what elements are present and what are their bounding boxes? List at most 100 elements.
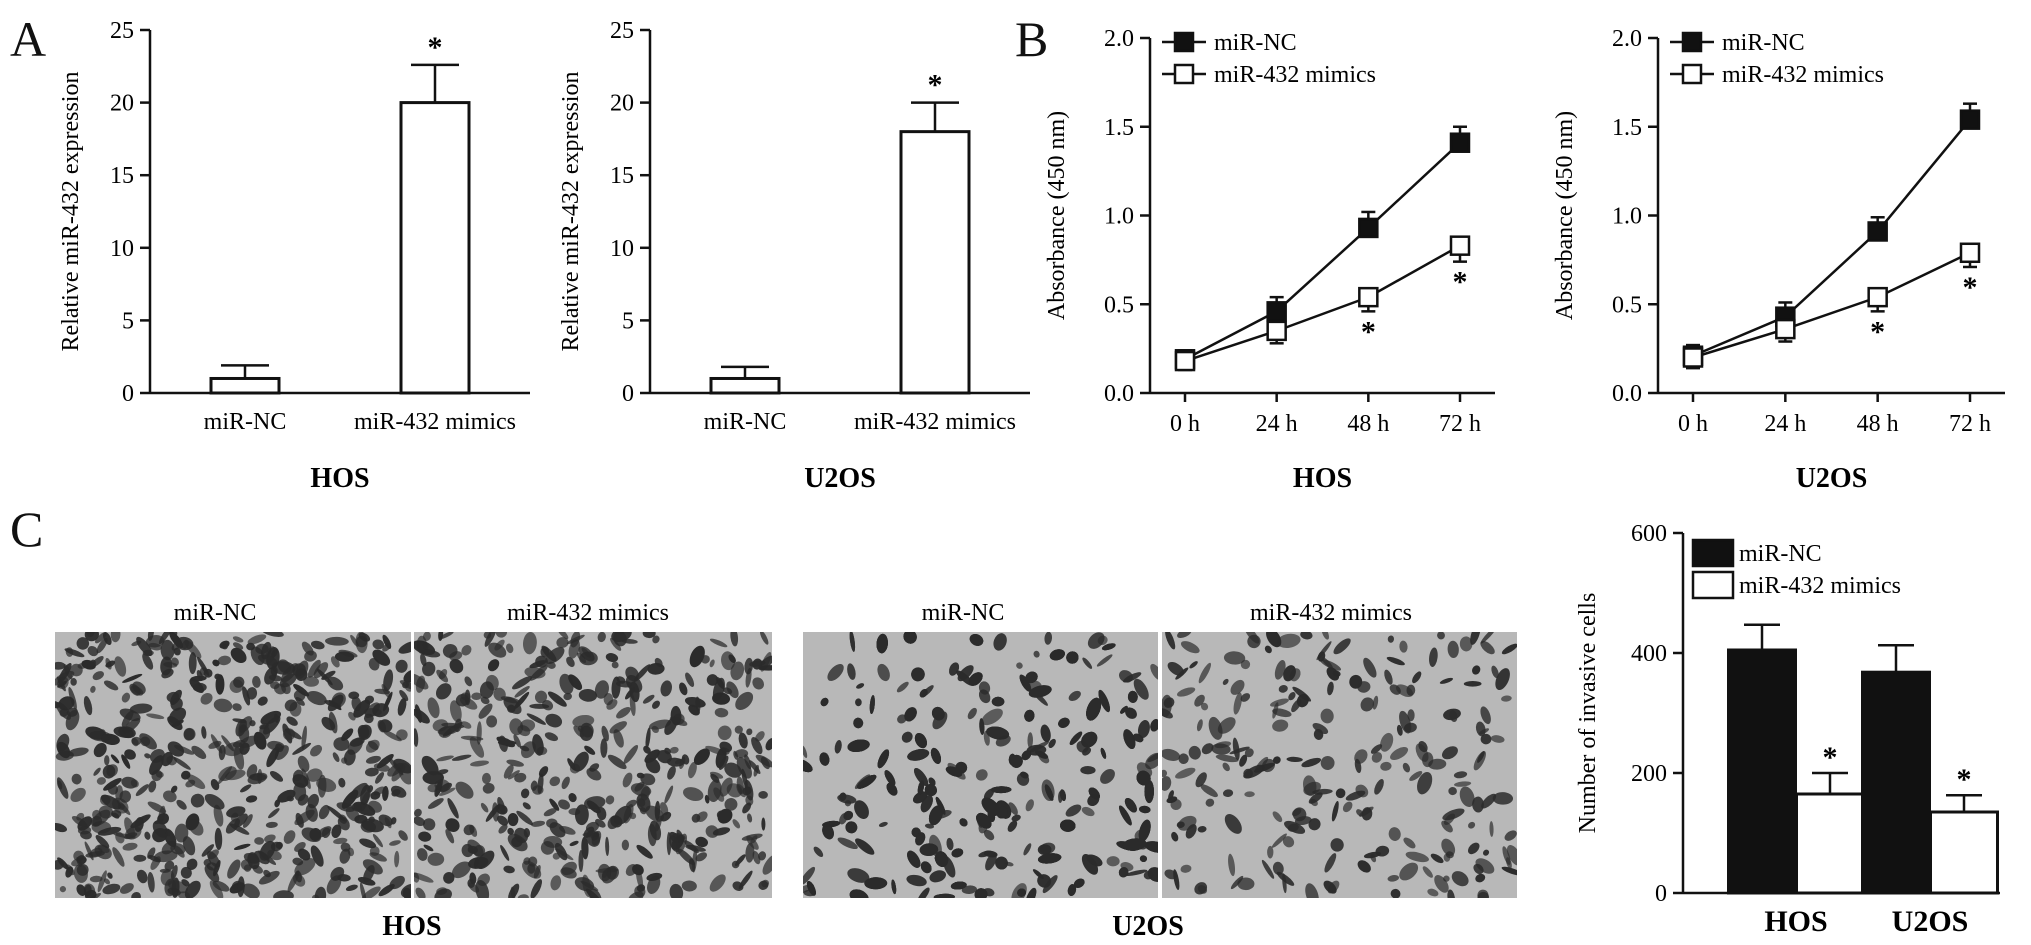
b2-x-tick-label: 24 h xyxy=(1764,411,1806,437)
b1-x-tick-label: 0 h xyxy=(1170,411,1200,437)
b1-data-point xyxy=(1449,132,1471,153)
b1-x-tick-label: 72 h xyxy=(1439,411,1481,437)
micrograph-hos-mir-432-mimics xyxy=(414,632,772,898)
panel-label-c: C xyxy=(10,501,44,557)
b1-y-tick-label: 2.0 xyxy=(1104,26,1134,52)
c-significance-mark: * xyxy=(1957,763,1972,796)
a2-y-tick-label: 15 xyxy=(610,163,634,189)
b1-data-point xyxy=(1266,301,1287,322)
a1-cell-line-label: HOS xyxy=(310,463,369,494)
a1-x-tick-label: miR-432 mimics xyxy=(354,409,516,435)
a1-bar xyxy=(209,376,281,395)
micrograph-hos-left-label: miR-NC xyxy=(174,600,257,626)
b2-legend-marker xyxy=(1681,63,1703,85)
b2-x-tick-label: 0 h xyxy=(1678,411,1708,437)
b2-y-tick-label: 0.5 xyxy=(1612,292,1642,318)
b2-legend-marker xyxy=(1681,31,1703,53)
c-legend-swatch xyxy=(1691,570,1735,600)
b1-data-point xyxy=(1174,350,1196,372)
b1-y-tick-label: 1.5 xyxy=(1104,115,1134,141)
a2-y-tick-label: 25 xyxy=(610,18,634,44)
a2-significance-mark: * xyxy=(928,69,943,102)
a2-x-tick-label: miR-432 mimics xyxy=(854,409,1016,435)
c-bar xyxy=(1929,810,1999,895)
a1-y-tick-label: 15 xyxy=(110,163,134,189)
a2-y-tick-label: 0 xyxy=(622,381,634,407)
b1-significance-mark: * xyxy=(1361,315,1376,348)
c-legend-label: miR-432 mimics xyxy=(1739,573,1901,599)
c-y-tick-label: 400 xyxy=(1631,641,1667,667)
b2-y-tick-label: 1.5 xyxy=(1612,115,1642,141)
b1-y-axis-label: Absorbance (450 nm) xyxy=(1044,111,1070,320)
a2-x-tick-label: miR-NC xyxy=(704,409,787,435)
b2-data-point xyxy=(1867,286,1888,308)
b2-legend-label: miR-432 mimics xyxy=(1722,62,1884,88)
micrograph-labels: miR-NC miR-432 mimics HOS miR-NC miR-432… xyxy=(174,600,1412,942)
a1-y-axis-label: Relative miR-432 expression xyxy=(58,72,84,352)
c-bar xyxy=(1795,792,1865,895)
b1-data-point xyxy=(1266,320,1287,342)
a2-bar xyxy=(899,130,971,395)
b1-x-tick-label: 24 h xyxy=(1256,411,1298,437)
a2-y-axis-label: Relative miR-432 expression xyxy=(558,72,584,352)
b2-x-tick-label: 48 h xyxy=(1857,411,1899,437)
b1-data-point xyxy=(1358,286,1379,308)
b2-series-line-mir-nc xyxy=(1692,118,1971,357)
a2-y-tick-label: 5 xyxy=(622,308,634,334)
micrograph-u2os-mir-nc xyxy=(803,632,1158,898)
b2-y-axis-label: Absorbance (450 nm) xyxy=(1552,111,1578,320)
a1-y-tick-label: 0 xyxy=(122,381,134,407)
b2-data-point xyxy=(1682,347,1704,368)
a1-significance-mark: * xyxy=(428,31,443,64)
b1-significance-mark: * xyxy=(1453,266,1468,299)
c-legend-swatch xyxy=(1691,538,1735,568)
b2-y-tick-label: 0.0 xyxy=(1612,381,1642,407)
a1-bar xyxy=(399,101,471,395)
a2-y-tick-label: 10 xyxy=(610,236,634,262)
b2-y-tick-label: 2.0 xyxy=(1612,26,1642,52)
c-x-tick-label: U2OS xyxy=(1892,905,1969,938)
micrograph-u2os-left-label: miR-NC xyxy=(922,600,1005,626)
b1-data-point xyxy=(1358,217,1379,239)
b1-y-tick-label: 0.0 xyxy=(1104,381,1134,407)
b2-significance-mark: * xyxy=(1870,315,1885,348)
a1-y-tick-label: 10 xyxy=(110,236,134,262)
b2-data-point xyxy=(1867,221,1888,242)
b1-y-tick-label: 0.5 xyxy=(1104,292,1134,318)
c-x-tick-label: HOS xyxy=(1764,905,1827,938)
b2-cell-line-label: U2OS xyxy=(1796,463,1868,494)
b2-data-point xyxy=(1775,318,1796,340)
micrograph-hos-right-label: miR-432 mimics xyxy=(507,600,669,626)
c-y-axis-label: Number of invasive cells xyxy=(1575,593,1601,834)
a1-y-tick-label: 5 xyxy=(122,308,134,334)
b1-y-tick-label: 1.0 xyxy=(1104,204,1134,230)
b1-x-tick-label: 48 h xyxy=(1347,411,1389,437)
c-legend-label: miR-NC xyxy=(1739,541,1822,567)
b2-y-tick-label: 1.0 xyxy=(1612,204,1642,230)
chart-a2: 0 5 10 15 20 25 Relative miR-432 expression miR… xyxy=(558,18,1030,494)
chart-b1: 0.0 0.5 1.0 1.5 2.0 Absorbance (450 nm) 0 h 24 … xyxy=(1044,26,1495,494)
b2-significance-mark: * xyxy=(1963,271,1978,304)
b1-series-line-mir-432-mimics xyxy=(1184,244,1461,363)
micrograph-hos-cell-line: HOS xyxy=(382,911,441,942)
b2-data-point xyxy=(1959,109,1981,130)
a2-cell-line-label: U2OS xyxy=(804,463,876,494)
b2-data-point xyxy=(1959,242,1981,264)
micrograph-u2os-cell-line: U2OS xyxy=(1112,911,1184,942)
micrograph-u2os-mir-432-mimics xyxy=(1162,632,1517,898)
c-bar xyxy=(1727,648,1797,895)
micrograph-u2os-right-label: miR-432 mimics xyxy=(1250,600,1412,626)
chart-a1: 0 5 10 15 20 25 Relative miR-432 expression miR… xyxy=(58,18,530,494)
chart-b2: 0.0 0.5 1.0 1.5 2.0 Absorbance (450 nm) 0 h 24 … xyxy=(1552,26,2005,494)
c-significance-mark: * xyxy=(1823,741,1838,774)
chart-c: 0 200 400 600 Number of invasive cells * HOS * U… xyxy=(1575,521,2000,938)
b1-legend-marker xyxy=(1173,31,1195,53)
c-y-tick-label: 0 xyxy=(1655,881,1667,907)
c-y-tick-label: 600 xyxy=(1631,521,1667,547)
b2-x-tick-label: 72 h xyxy=(1949,411,1991,437)
a2-y-tick-label: 20 xyxy=(610,91,634,117)
b2-legend-label: miR-NC xyxy=(1722,30,1805,56)
b1-data-point xyxy=(1449,235,1471,256)
a2-bar xyxy=(709,376,781,395)
